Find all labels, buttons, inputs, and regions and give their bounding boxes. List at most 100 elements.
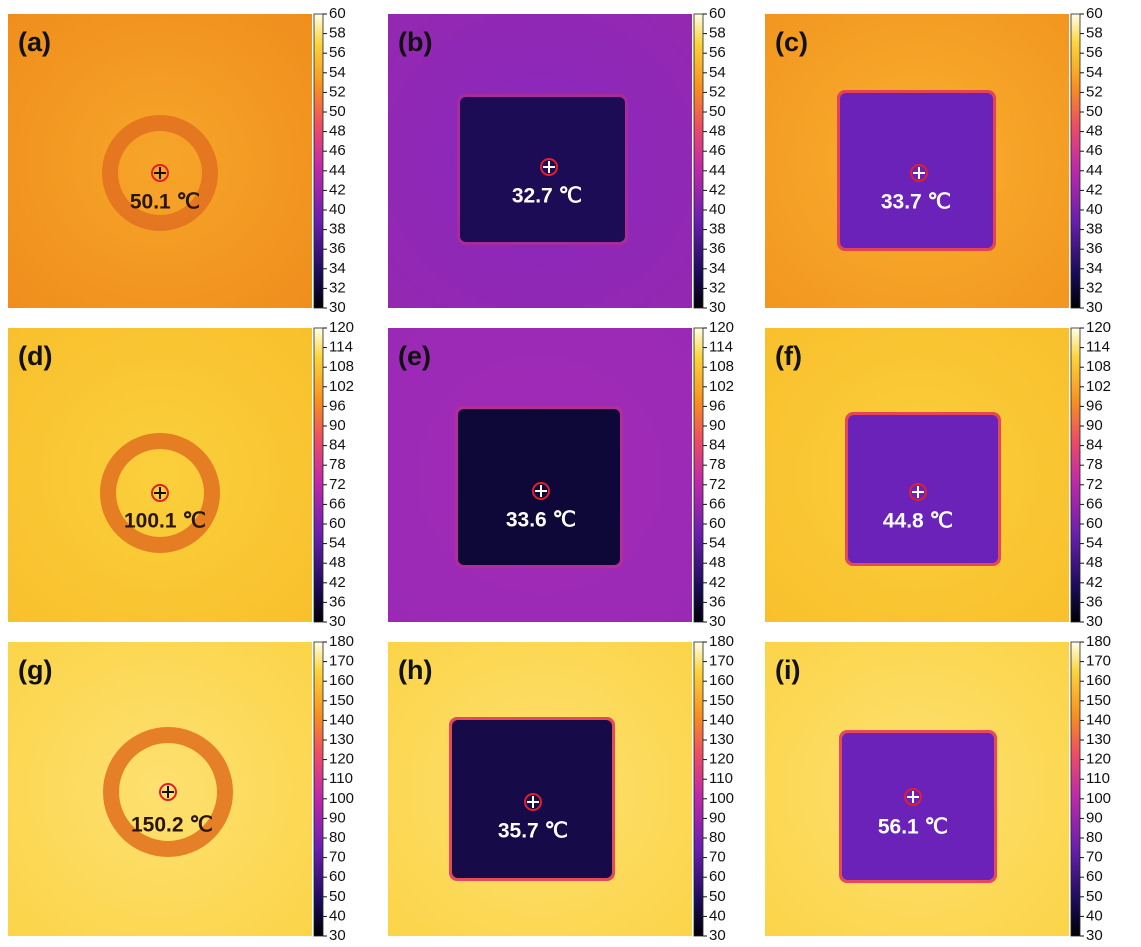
colorbar-tick-label: 30 <box>329 927 346 944</box>
panel-label: (g) <box>18 655 52 685</box>
colorbar-tick-label: 84 <box>329 437 346 454</box>
temperature-reading: 50.1 ℃ <box>130 191 200 214</box>
colorbar-tick-label: 42 <box>329 181 346 198</box>
panel: 33.7 ℃(c) <box>765 14 1069 308</box>
colorbar-tick-label: 50 <box>329 888 346 905</box>
colorbar-tick-label: 90 <box>1086 417 1103 434</box>
panel-label: (f) <box>775 341 802 371</box>
colorbar-tick-label: 150 <box>1086 692 1111 709</box>
colorbar-tick-label: 70 <box>1086 849 1103 866</box>
colorbar-tick-label: 170 <box>709 653 734 670</box>
colorbar-tick-label: 40 <box>1086 201 1103 218</box>
colorbar-tick-label: 66 <box>1086 495 1103 512</box>
panel-label: (h) <box>398 655 432 685</box>
panel-label: (e) <box>398 341 431 371</box>
colorbar-tick-label: 58 <box>709 25 726 42</box>
colorbar-tick-label: 60 <box>709 515 726 532</box>
colorbar-tick-label: 54 <box>709 535 726 552</box>
colorbar-tick-label: 32 <box>709 279 726 296</box>
colorbar-tick-label: 140 <box>329 711 354 728</box>
colorbar-tick-label: 170 <box>329 653 354 670</box>
colorbar-tick-label: 96 <box>329 397 346 414</box>
colorbar-tick-label: 52 <box>709 83 726 100</box>
colorbar-tick-label: 34 <box>709 260 726 277</box>
figure: 50.1 ℃(a)3032343638404244464850525456586… <box>0 0 1141 947</box>
colorbar-tick-label: 102 <box>1086 378 1111 395</box>
colorbar-tick-label: 150 <box>709 692 734 709</box>
colorbar-tick-label: 100 <box>1086 790 1111 807</box>
panel-label: (b) <box>398 27 432 57</box>
colorbar-tick-label: 60 <box>329 515 346 532</box>
colorbar-tick-label: 50 <box>709 103 726 120</box>
colorbar-tick-label: 46 <box>329 142 346 159</box>
colorbar-tick-label: 42 <box>1086 181 1103 198</box>
colorbar-tick-label: 40 <box>329 907 346 924</box>
colorbar-tick-label: 80 <box>1086 829 1103 846</box>
colorbar-tick-label: 114 <box>329 339 353 356</box>
colorbar-tick-label: 48 <box>1086 554 1103 571</box>
colorbar-tick-label: 90 <box>329 809 346 826</box>
colorbar-tick-label: 30 <box>1086 299 1103 316</box>
colorbar-tick-label: 48 <box>1086 123 1103 140</box>
colorbar-tick-label: 36 <box>709 593 726 610</box>
panel: 50.1 ℃ (a) <box>8 14 312 308</box>
colorbar-tick-label: 46 <box>1086 142 1103 159</box>
colorbar-tick-label: 180 <box>1086 633 1111 650</box>
colorbar-tick-label: 36 <box>329 593 346 610</box>
colorbar <box>1071 328 1080 622</box>
panel: 32.7 ℃(b) <box>388 14 692 308</box>
colorbar <box>314 642 323 936</box>
colorbar-tick-label: 30 <box>329 613 346 630</box>
colorbar-tick-label: 58 <box>329 25 346 42</box>
colorbar-tick-label: 58 <box>1086 25 1103 42</box>
colorbar-tick-label: 60 <box>329 5 346 22</box>
colorbar-tick-label: 46 <box>709 142 726 159</box>
colorbar-tick-label: 130 <box>709 731 734 748</box>
colorbar-tick-label: 36 <box>1086 593 1103 610</box>
colorbar-tick-label: 38 <box>709 221 726 238</box>
colorbar-tick-label: 30 <box>709 299 726 316</box>
temperature-reading: 56.1 ℃ <box>878 816 948 839</box>
colorbar-tick-label: 120 <box>1086 319 1111 336</box>
colorbar-tick-label: 160 <box>1086 672 1111 689</box>
temperature-reading: 44.8 ℃ <box>883 510 953 533</box>
thermal-image <box>8 328 312 622</box>
panel: 56.1 ℃(i) <box>765 642 1069 936</box>
colorbar-tick-label: 140 <box>1086 711 1111 728</box>
colorbar-tick-label: 44 <box>329 162 346 179</box>
colorbar-tick-label: 96 <box>709 397 726 414</box>
colorbar-tick-label: 180 <box>709 633 734 650</box>
colorbar <box>694 642 703 936</box>
colorbar-tick-label: 60 <box>709 5 726 22</box>
temperature-reading: 33.6 ℃ <box>506 509 576 532</box>
thermal-image <box>8 14 312 308</box>
colorbar-tick-label: 160 <box>709 672 734 689</box>
colorbar-tick-label: 34 <box>329 260 346 277</box>
colorbar-tick-label: 108 <box>1086 358 1111 375</box>
colorbar-tick-label: 102 <box>329 378 354 395</box>
colorbar-tick-label: 54 <box>1086 64 1103 81</box>
temperature-reading: 150.2 ℃ <box>131 814 213 837</box>
colorbar <box>314 14 323 308</box>
panel: 33.6 ℃ (e) <box>388 328 692 622</box>
colorbar-tick-label: 114 <box>709 339 733 356</box>
colorbar-tick-label: 70 <box>709 849 726 866</box>
colorbar-tick-label: 60 <box>1086 515 1103 532</box>
colorbar-tick-label: 30 <box>1086 927 1103 944</box>
panel-label: (d) <box>18 341 52 371</box>
colorbar-tick-label: 102 <box>709 378 734 395</box>
colorbar-tick-label: 60 <box>709 868 726 885</box>
colorbar-tick-label: 114 <box>1086 339 1110 356</box>
colorbar-tick-label: 38 <box>329 221 346 238</box>
colorbar-tick-label: 108 <box>709 358 734 375</box>
colorbar-tick-label: 48 <box>709 554 726 571</box>
colorbar-tick-label: 130 <box>1086 731 1111 748</box>
panel-label: (a) <box>18 27 51 57</box>
colorbar-tick-label: 110 <box>709 770 733 787</box>
sample <box>458 409 620 565</box>
colorbar-tick-label: 40 <box>329 201 346 218</box>
colorbar-tick-label: 110 <box>1086 770 1110 787</box>
colorbar-tick-label: 120 <box>709 319 734 336</box>
colorbar-tick-label: 52 <box>329 83 346 100</box>
colorbar-tick-label: 44 <box>709 162 726 179</box>
